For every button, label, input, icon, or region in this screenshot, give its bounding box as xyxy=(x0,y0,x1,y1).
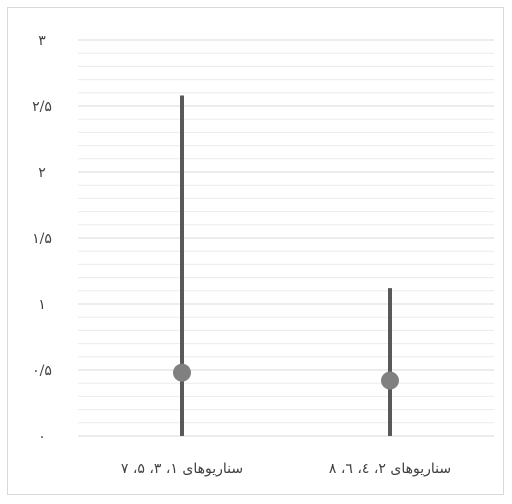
x-axis-categories: سناریوهای ۱، ۳، ۵، ۷ سناریوهای ۲، ٤، ٦، ۸ xyxy=(121,461,451,477)
y-tick-label: ۰/۵ xyxy=(32,363,52,379)
y-axis-ticks: ۰ ۰/۵ ۱ ۱/۵ ۲ ۲/۵ ۳ xyxy=(32,33,52,445)
y-tick-label: ۲ xyxy=(38,165,46,181)
y-tick-label: ۳ xyxy=(38,33,46,49)
value-marker xyxy=(173,364,191,382)
value-marker xyxy=(381,372,399,390)
y-tick-label: ۱ xyxy=(38,297,46,313)
value-markers xyxy=(173,364,399,390)
range-lines xyxy=(182,95,390,436)
x-category-label: سناریوهای ۱، ۳، ۵، ۷ xyxy=(121,461,243,477)
y-tick-label: ۱/۵ xyxy=(32,231,52,247)
y-tick-label: ۲/۵ xyxy=(32,99,52,115)
x-category-label: سناریوهای ۲، ٤، ٦، ۸ xyxy=(329,461,451,477)
gridlines xyxy=(78,40,494,436)
y-tick-label: ۰ xyxy=(38,429,46,445)
